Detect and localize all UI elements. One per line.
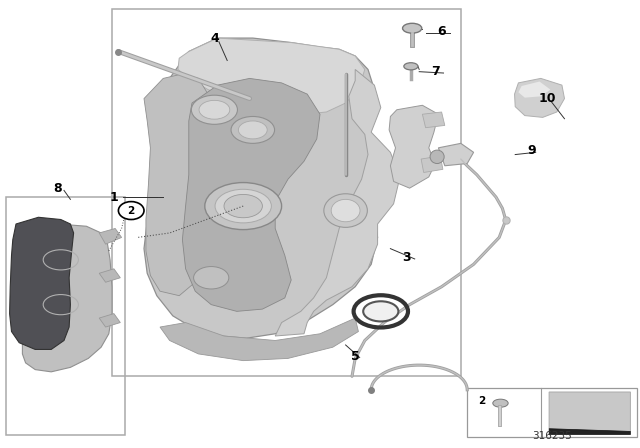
Polygon shape bbox=[549, 429, 630, 435]
Polygon shape bbox=[10, 217, 74, 349]
Text: 4: 4 bbox=[210, 31, 219, 45]
Ellipse shape bbox=[224, 194, 262, 218]
Polygon shape bbox=[160, 318, 358, 361]
Ellipse shape bbox=[215, 190, 271, 223]
Polygon shape bbox=[182, 78, 320, 311]
Text: 316235: 316235 bbox=[532, 431, 572, 441]
Ellipse shape bbox=[191, 95, 237, 125]
Polygon shape bbox=[515, 78, 564, 117]
Polygon shape bbox=[99, 269, 120, 282]
Text: 6: 6 bbox=[437, 25, 446, 38]
Ellipse shape bbox=[404, 63, 418, 70]
Polygon shape bbox=[389, 105, 438, 188]
Ellipse shape bbox=[403, 23, 422, 33]
Ellipse shape bbox=[493, 399, 508, 407]
Polygon shape bbox=[421, 156, 443, 172]
Text: 10: 10 bbox=[538, 92, 556, 105]
Text: 2: 2 bbox=[478, 396, 485, 406]
Ellipse shape bbox=[199, 100, 230, 119]
Text: 9: 9 bbox=[527, 143, 536, 157]
Polygon shape bbox=[518, 82, 550, 98]
Ellipse shape bbox=[239, 121, 268, 139]
Polygon shape bbox=[422, 112, 445, 128]
Polygon shape bbox=[99, 314, 120, 327]
Polygon shape bbox=[22, 224, 112, 372]
Ellipse shape bbox=[332, 199, 360, 222]
Ellipse shape bbox=[205, 182, 282, 230]
Polygon shape bbox=[144, 74, 211, 296]
Text: 2: 2 bbox=[127, 206, 135, 215]
Polygon shape bbox=[144, 38, 394, 338]
Polygon shape bbox=[549, 392, 630, 431]
Ellipse shape bbox=[430, 150, 444, 164]
Text: 5: 5 bbox=[351, 349, 360, 363]
Ellipse shape bbox=[324, 194, 367, 228]
Polygon shape bbox=[178, 38, 365, 114]
Polygon shape bbox=[99, 228, 122, 244]
Ellipse shape bbox=[363, 301, 398, 321]
Circle shape bbox=[118, 202, 144, 220]
Polygon shape bbox=[275, 69, 400, 336]
Text: 7: 7 bbox=[431, 65, 440, 78]
Ellipse shape bbox=[231, 116, 275, 143]
Ellipse shape bbox=[194, 267, 229, 289]
Polygon shape bbox=[438, 143, 474, 166]
Text: 1: 1 bbox=[109, 190, 118, 204]
Text: 3: 3 bbox=[402, 251, 411, 264]
Text: 8: 8 bbox=[53, 181, 62, 195]
